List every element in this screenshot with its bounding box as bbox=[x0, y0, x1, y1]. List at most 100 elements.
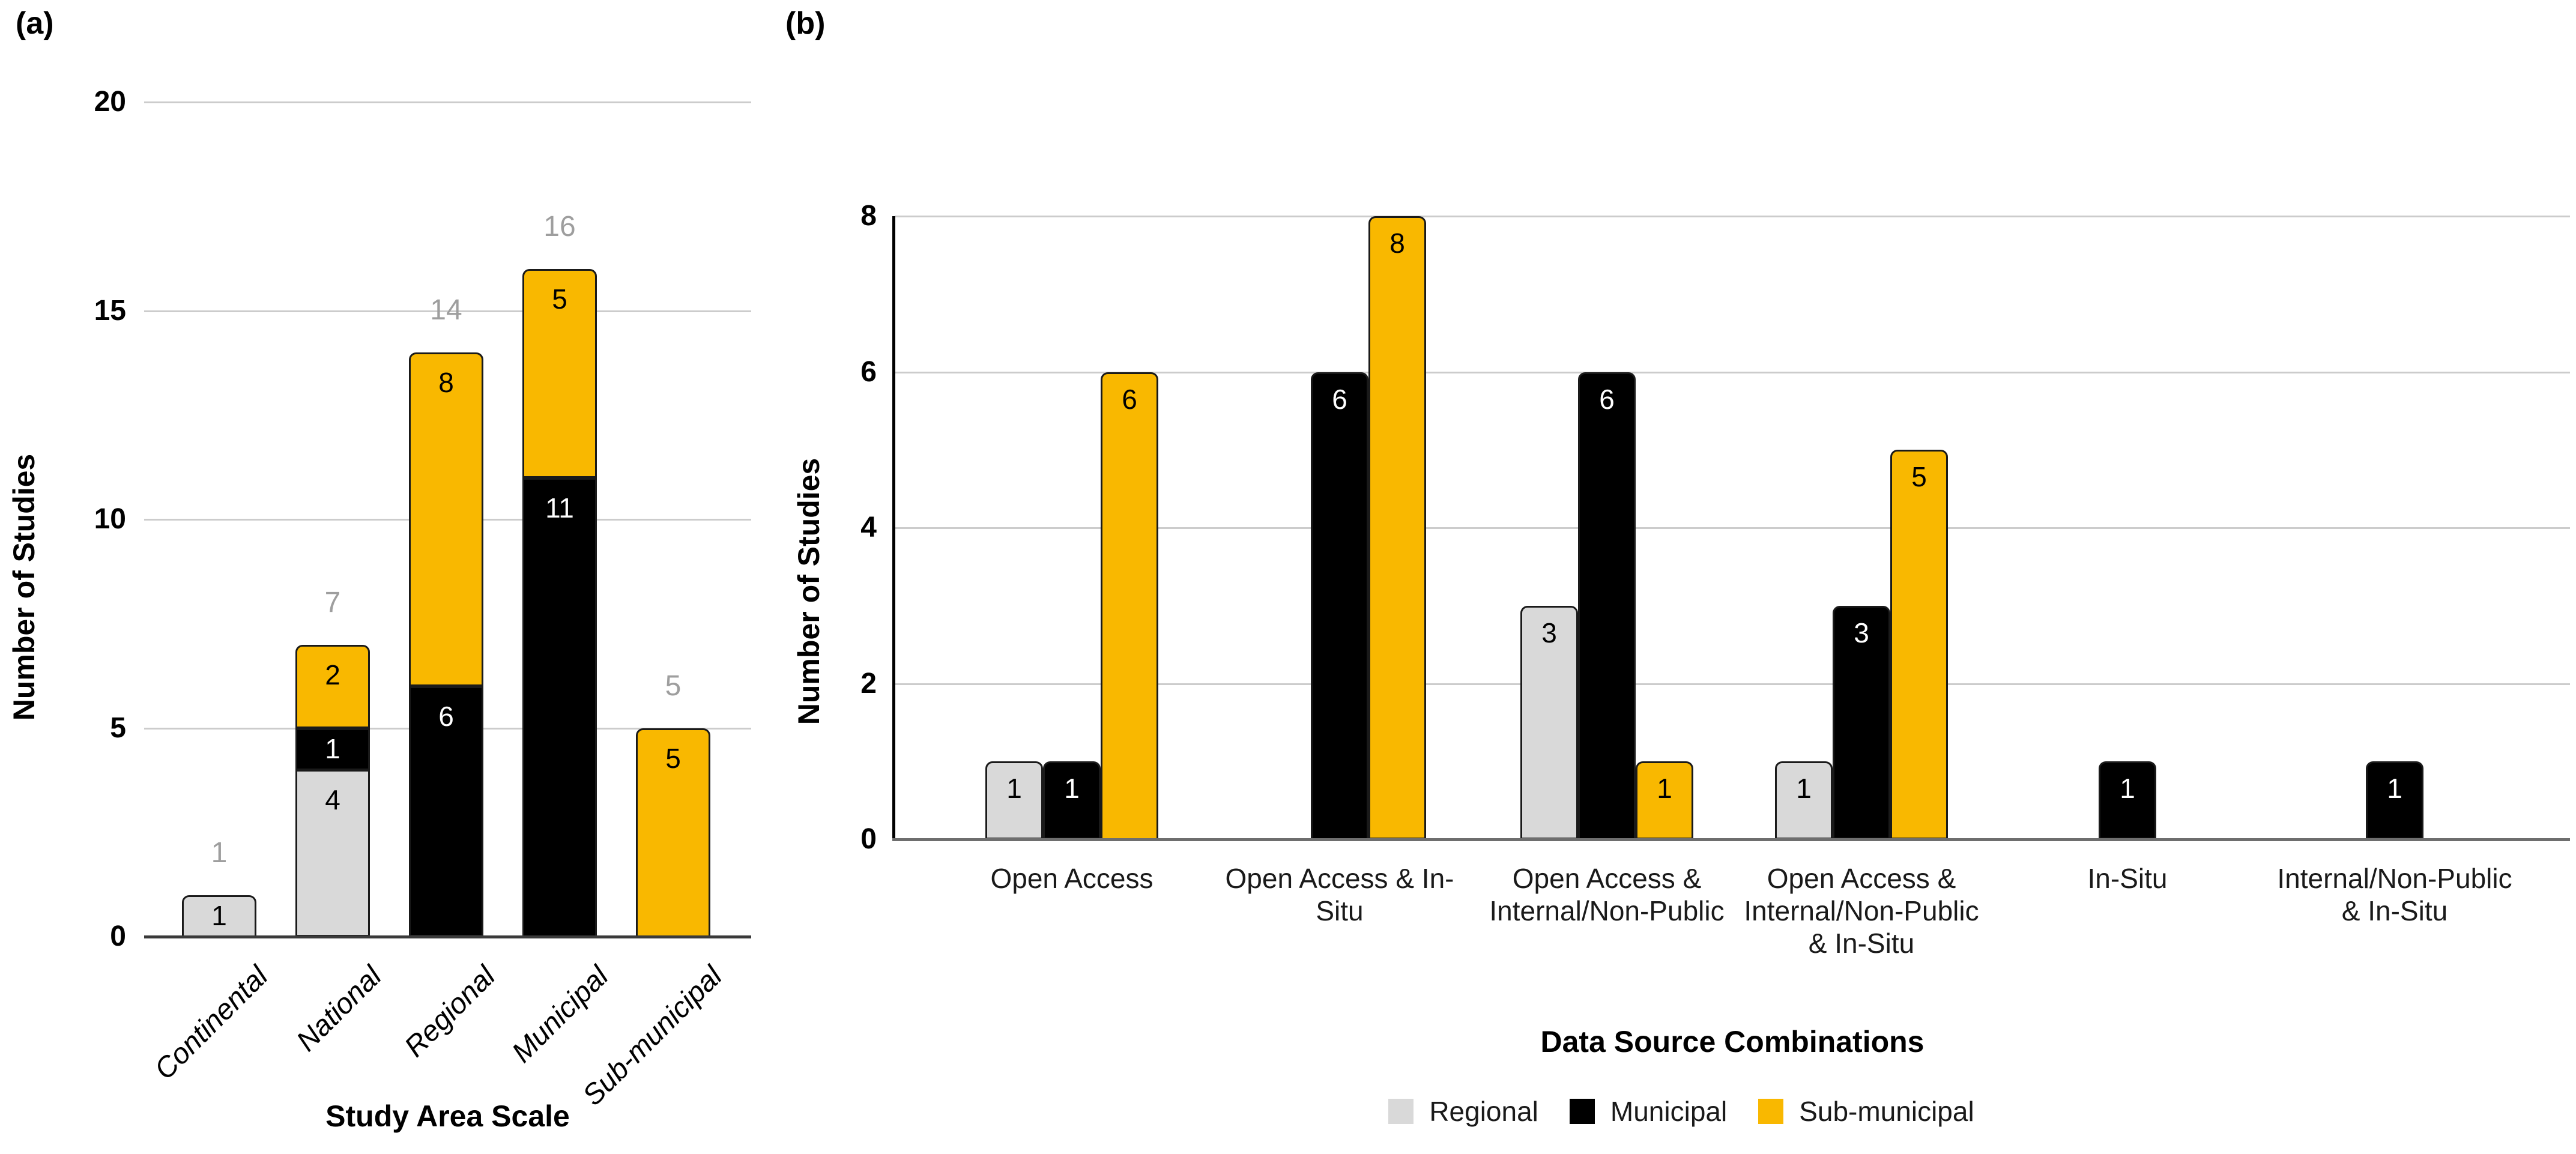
y-tick-label: 6 bbox=[860, 356, 877, 388]
bar-value-label: 3 bbox=[1854, 617, 1869, 648]
bar-total-label: 14 bbox=[430, 294, 462, 326]
category-label-line: Open Access & In- bbox=[1225, 863, 1454, 894]
bar-regional bbox=[1520, 606, 1578, 839]
gridline bbox=[895, 372, 2570, 373]
bar-value-label: 4 bbox=[325, 784, 340, 815]
bar-sub-municipal bbox=[1368, 216, 1426, 839]
bar-total-label: 16 bbox=[543, 211, 576, 243]
y-axis-line bbox=[892, 216, 895, 841]
bar-segment-municipal bbox=[409, 686, 483, 937]
y-tick-label: 0 bbox=[110, 920, 126, 952]
legend-swatch-municipal-icon bbox=[1569, 1099, 1595, 1124]
bar-sub-municipal bbox=[1890, 450, 1948, 839]
category-label-line: & In-Situ bbox=[2341, 895, 2448, 926]
bar-value-label: 8 bbox=[1389, 228, 1405, 259]
bar-value-label: 6 bbox=[438, 701, 454, 732]
bar-value-label: 1 bbox=[1796, 773, 1812, 804]
category-label-line: Open Access bbox=[990, 863, 1153, 894]
category-label: Open Access & In- Situ bbox=[1153, 862, 1526, 927]
gridline bbox=[895, 527, 2570, 529]
bar-sub-municipal bbox=[1101, 372, 1158, 840]
legend-label: Regional bbox=[1429, 1096, 1538, 1127]
y-tick-label: 4 bbox=[860, 512, 877, 543]
y-tick-label: 2 bbox=[860, 668, 877, 699]
y-tick-label: 0 bbox=[860, 823, 877, 855]
category-label-line: & In-Situ bbox=[1808, 928, 1915, 959]
legend: Regional Municipal Sub-municipal bbox=[895, 1096, 2468, 1126]
bar-municipal bbox=[1043, 761, 1101, 839]
bar-segment-municipal bbox=[522, 478, 597, 937]
bar-segment-municipal bbox=[295, 728, 370, 770]
y-tick-label: 8 bbox=[860, 200, 877, 232]
bar-regional bbox=[985, 761, 1043, 839]
bar-value-label: 11 bbox=[545, 492, 574, 524]
gridline bbox=[895, 216, 2570, 217]
bar-segment-regional bbox=[295, 770, 370, 937]
bar-value-label: 1 bbox=[325, 733, 340, 764]
gridline bbox=[144, 101, 751, 103]
category-label-line: Internal/Non-Public bbox=[1744, 895, 1979, 926]
category-label: Internal/Non-Public & In-Situ bbox=[2209, 862, 2576, 927]
legend-swatch-sub-municipal-icon bbox=[1758, 1099, 1784, 1124]
bar-value-label: 1 bbox=[2120, 773, 2135, 804]
category-label-line: In-Situ bbox=[2087, 863, 2168, 894]
category-label: Open Access bbox=[886, 862, 1258, 895]
bar-value-label: 5 bbox=[1911, 461, 1927, 492]
x-axis-line bbox=[892, 838, 2570, 841]
legend-swatch-regional-icon bbox=[1388, 1099, 1414, 1124]
legend-item-municipal: Municipal bbox=[1569, 1096, 1727, 1126]
bar-municipal bbox=[1311, 372, 1368, 840]
bar-value-label: 1 bbox=[1657, 773, 1672, 804]
category-label-line: Internal/Non-Public bbox=[2277, 863, 2512, 894]
bar-segment-sub-municipal bbox=[522, 269, 597, 478]
bar-value-label: 6 bbox=[1122, 384, 1137, 415]
bar-municipal bbox=[1833, 606, 1890, 839]
bar-value-label: 1 bbox=[1006, 773, 1022, 804]
bar-segment-sub-municipal bbox=[295, 645, 370, 728]
bar-value-label: 8 bbox=[438, 367, 454, 398]
bar-value-label: 6 bbox=[1599, 384, 1615, 415]
bar-value-label: 6 bbox=[1332, 384, 1347, 415]
bar-total-label: 7 bbox=[324, 587, 341, 618]
category-label: In-Situ bbox=[1941, 862, 2314, 895]
y-axis-title: Number of Studies bbox=[7, 453, 41, 721]
bar-value-label: 2 bbox=[325, 659, 340, 690]
x-axis-line bbox=[144, 935, 751, 938]
category-label-line: Open Access & bbox=[1512, 863, 1702, 894]
y-tick-label: 10 bbox=[94, 503, 126, 535]
bar-municipal bbox=[2099, 761, 2156, 839]
x-axis-title: Study Area Scale bbox=[325, 1099, 570, 1133]
gridline bbox=[895, 683, 2570, 685]
x-axis-title: Data Source Combinations bbox=[1540, 1025, 1924, 1059]
legend-item-sub-municipal: Sub-municipal bbox=[1758, 1096, 1974, 1126]
bar-municipal bbox=[1578, 372, 1636, 840]
legend-item-regional: Regional bbox=[1388, 1096, 1538, 1126]
y-tick-label: 15 bbox=[94, 295, 126, 327]
bar-value-label: 1 bbox=[211, 900, 227, 931]
panel-b-label: (b) bbox=[785, 6, 826, 41]
category-label-line: Open Access & bbox=[1767, 863, 1956, 894]
bar-total-label: 5 bbox=[665, 670, 682, 702]
bar-value-label: 5 bbox=[665, 743, 681, 774]
y-tick-label: 5 bbox=[110, 712, 126, 744]
panel-a-label: (a) bbox=[16, 6, 54, 41]
bar-value-label: 1 bbox=[2387, 773, 2402, 804]
legend-label: Sub-municipal bbox=[1799, 1096, 1974, 1127]
category-label-line: Situ bbox=[1316, 895, 1364, 926]
category-label: Open Access & Internal/Non-Public bbox=[1421, 862, 1793, 927]
bar-total-label: 1 bbox=[211, 837, 228, 869]
bar-value-label: 3 bbox=[1541, 617, 1557, 648]
bar-municipal bbox=[2366, 761, 2423, 839]
bar-segment-sub-municipal bbox=[636, 728, 710, 937]
bar-segment-sub-municipal bbox=[409, 352, 483, 686]
bar-regional bbox=[1775, 761, 1833, 839]
bar-value-label: 5 bbox=[552, 283, 567, 315]
y-tick-label: 20 bbox=[94, 86, 126, 118]
bar-value-label: 1 bbox=[1064, 773, 1080, 804]
category-label: Open Access & Internal/Non-Public & In-Sit… bbox=[1675, 862, 2048, 959]
y-axis-title: Number of Studies bbox=[792, 458, 826, 725]
bar-sub-municipal bbox=[1636, 761, 1693, 839]
